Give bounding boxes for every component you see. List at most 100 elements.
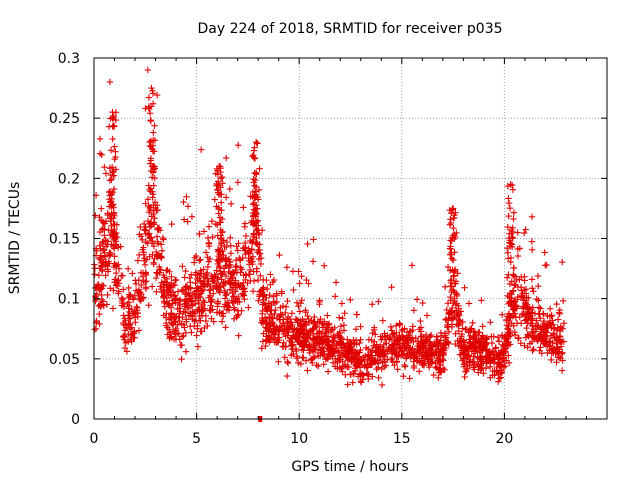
data-point: [132, 280, 140, 288]
data-point: [234, 179, 242, 186]
data-point: [549, 317, 556, 324]
data-point: [221, 243, 228, 251]
data-point: [233, 262, 240, 270]
data-point: [204, 263, 212, 271]
data-point: [98, 205, 105, 212]
data-point: [419, 299, 426, 307]
data-point: [130, 296, 137, 303]
data-point: [524, 344, 531, 351]
data-point: [204, 234, 212, 242]
data-point: [521, 342, 528, 349]
data-point: [288, 345, 296, 353]
data-point: [284, 297, 291, 305]
data-point: [197, 317, 204, 324]
data-point: [514, 294, 521, 301]
data-point: [368, 301, 376, 308]
data-point: [196, 257, 203, 264]
data-point: [117, 243, 124, 250]
data-point: [465, 300, 473, 307]
data-point: [521, 229, 528, 237]
data-point: [251, 182, 258, 189]
x-tick-label: 0: [90, 431, 99, 447]
data-point: [227, 200, 235, 207]
data-point: [342, 371, 349, 378]
data-point: [519, 290, 526, 297]
data-point: [212, 220, 219, 228]
data-point: [279, 302, 287, 310]
data-point: [242, 250, 249, 258]
data-point: [441, 283, 449, 291]
x-axis-label: GPS time / hours: [291, 459, 408, 475]
data-point: [250, 277, 258, 285]
data-point: [214, 279, 222, 287]
data-point: [276, 251, 283, 259]
data-point: [174, 288, 182, 295]
data-point: [180, 216, 188, 223]
data-point: [129, 270, 136, 277]
data-point: [146, 110, 154, 117]
data-point: [208, 218, 216, 225]
data-point: [242, 232, 250, 240]
data-point: [137, 233, 145, 240]
data-point: [487, 319, 494, 326]
data-point: [332, 279, 340, 286]
data-point: [528, 276, 536, 283]
data-point: [459, 355, 467, 363]
data-point: [110, 122, 117, 129]
chart-title: Day 224 of 2018, SRMTID for receiver p03…: [197, 21, 502, 37]
data-point: [510, 215, 517, 223]
data-point: [241, 223, 248, 230]
data-point: [413, 296, 421, 303]
data-point: [211, 196, 218, 203]
data-point: [131, 334, 138, 341]
data-point: [194, 271, 201, 278]
data-point: [393, 358, 400, 365]
data-point: [514, 229, 521, 236]
y-tick-label: 0.3: [58, 51, 80, 67]
data-point: [336, 314, 343, 321]
data-point: [534, 272, 542, 280]
data-point: [495, 338, 503, 345]
data-point: [469, 319, 476, 327]
data-point: [447, 216, 454, 223]
data-point: [200, 266, 207, 273]
y-tick-label: 0.25: [49, 111, 80, 127]
plot-frame: [93, 57, 608, 420]
data-point: [284, 359, 292, 367]
data-point: [310, 236, 317, 243]
data-point: [187, 285, 194, 292]
data-point: [260, 317, 267, 325]
data-point: [235, 254, 243, 262]
data-point: [303, 276, 310, 284]
data-point: [536, 311, 543, 318]
data-point: [106, 78, 114, 86]
data-point: [150, 129, 157, 136]
data-point: [183, 193, 190, 200]
data-point: [242, 276, 249, 284]
data-point: [295, 268, 302, 275]
data-point: [461, 284, 468, 291]
axis-ticks: [93, 57, 607, 420]
data-point: [296, 280, 303, 287]
data-point: [182, 348, 190, 355]
data-point: [109, 108, 116, 116]
data-point: [125, 284, 132, 292]
data-point: [144, 196, 152, 203]
data-point: [144, 66, 152, 74]
data-point: [218, 318, 226, 325]
data-point: [530, 288, 537, 295]
data-point: [543, 261, 550, 269]
data-point: [349, 379, 356, 386]
data-point: [188, 329, 195, 336]
data-point: [527, 309, 535, 316]
data-point: [96, 310, 103, 318]
data-point: [425, 363, 433, 371]
data-point: [141, 278, 149, 286]
data-point: [235, 240, 242, 247]
data-point: [135, 327, 143, 334]
y-tick-labels: 0 0.05 0.1 0.15 0.2 0.25 0.3: [49, 51, 80, 428]
data-point: [406, 375, 413, 382]
data-point: [341, 310, 348, 317]
data-point: [150, 260, 157, 268]
data-point: [239, 291, 246, 298]
